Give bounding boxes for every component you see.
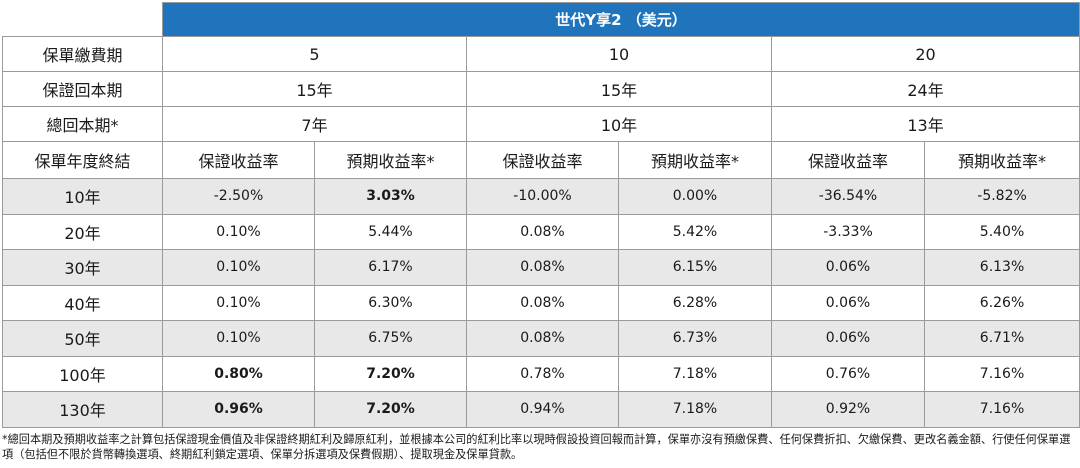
table-cell: 0.00% [618,178,772,215]
column-header: 保證收益率 [771,141,925,179]
plan-title: 世代Y享2 （美元） [161,2,1080,37]
year-label: 30年 [2,249,163,286]
meta-value: 15年 [162,71,467,107]
table-cell: 7.18% [618,355,772,392]
table-cell: 6.75% [314,320,467,357]
table-cell: 3.03% [314,178,467,215]
table-cell: 0.92% [771,391,925,428]
table-cell: 0.96% [162,391,315,428]
meta-value: 24年 [770,71,1080,107]
meta-value: 20 [770,36,1080,72]
meta-value: 5 [162,36,467,72]
row-label: 保單繳費期 [2,36,163,72]
table-cell: 0.06% [771,249,925,286]
corner-blank [2,2,163,37]
table-cell: 6.28% [618,284,772,321]
table-cell: 0.10% [162,284,315,321]
table-row: 20年 0.10% 5.44% 0.08% 5.42% -3.33% 5.40% [2,213,1080,250]
meta-value: 15年 [466,71,772,107]
year-label: 20年 [2,213,163,250]
table-cell: 6.30% [314,284,467,321]
year-label: 50年 [2,320,163,357]
table-cell: -3.33% [771,213,925,250]
row-label: 保單年度終結 [2,141,163,179]
year-label: 10年 [2,178,163,215]
table-row: 40年 0.10% 6.30% 0.08% 6.28% 0.06% 6.26% [2,284,1080,321]
table-cell: 0.78% [466,355,619,392]
table-cell: 0.10% [162,213,315,250]
table-row: 50年 0.10% 6.75% 0.08% 6.73% 0.06% 6.71% [2,320,1080,357]
table-cell: 6.71% [923,320,1080,357]
table-cell: 7.20% [314,355,467,392]
table-cell: 7.20% [314,391,467,428]
table-cell: 6.13% [923,249,1080,286]
table-cell: 6.26% [923,284,1080,321]
column-header: 預期收益率* [314,141,467,179]
table-row: 30年 0.10% 6.17% 0.08% 6.15% 0.06% 6.13% [2,249,1080,286]
table-cell: -5.82% [923,178,1080,215]
table-row: 100年 0.80% 7.20% 0.78% 7.18% 0.76% 7.16% [2,355,1080,392]
meta-value: 13年 [770,106,1080,142]
year-label: 40年 [2,284,163,321]
year-label: 100年 [2,355,163,392]
table-cell: 0.08% [466,249,619,286]
table-cell: 7.18% [618,391,772,428]
savings-plan-table: 世代Y享2 （美元） 保單繳費期 5 10 20 保證回本期 15年 15年 2… [2,2,1080,428]
table-cell: -2.50% [162,178,315,215]
meta-value: 10年 [466,106,772,142]
table-cell: 6.15% [618,249,772,286]
table-cell: 6.73% [618,320,772,357]
table-cell: 0.10% [162,320,315,357]
meta-value: 7年 [162,106,467,142]
table-cell: 6.17% [314,249,467,286]
table-cell: 0.10% [162,249,315,286]
row-label: 保證回本期 [2,71,163,107]
table-cell: 0.94% [466,391,619,428]
meta-row-total-breakeven: 總回本期* 7年 10年 13年 [2,106,1080,142]
table-cell: 7.16% [923,355,1080,392]
table-cell: 0.80% [162,355,315,392]
table-row: 130年 0.96% 7.20% 0.94% 7.18% 0.92% 7.16% [2,391,1080,428]
meta-value: 10 [466,36,772,72]
table-cell: 5.40% [923,213,1080,250]
row-label: 總回本期* [2,106,163,142]
table-cell: 0.08% [466,213,619,250]
table-cell: 7.16% [923,391,1080,428]
meta-row-payment-term: 保單繳費期 5 10 20 [2,36,1080,72]
table-cell: 0.08% [466,284,619,321]
table-cell: 0.08% [466,320,619,357]
title-row: 世代Y享2 （美元） [2,2,1080,37]
sub-header-row: 保單年度終結 保證收益率 預期收益率* 保證收益率 預期收益率* 保證收益率 預… [2,141,1080,179]
table-cell: 5.44% [314,213,467,250]
column-header: 預期收益率* [618,141,772,179]
year-label: 130年 [2,391,163,428]
footnote: *總回本期及預期收益率之計算包括保證現金價值及非保證終期紅利及歸原紅利，並根據本… [2,433,1071,461]
column-header: 保證收益率 [162,141,315,179]
meta-row-guaranteed-breakeven: 保證回本期 15年 15年 24年 [2,71,1080,107]
table-cell: 0.76% [771,355,925,392]
table-row: 10年 -2.50% 3.03% -10.00% 0.00% -36.54% -… [2,178,1080,215]
column-header: 預期收益率* [923,141,1080,179]
table-cell: 0.06% [771,320,925,357]
table-cell: -36.54% [771,178,925,215]
table-cell: -10.00% [466,178,619,215]
table-cell: 5.42% [618,213,772,250]
table-cell: 0.06% [771,284,925,321]
column-header: 保證收益率 [466,141,619,179]
